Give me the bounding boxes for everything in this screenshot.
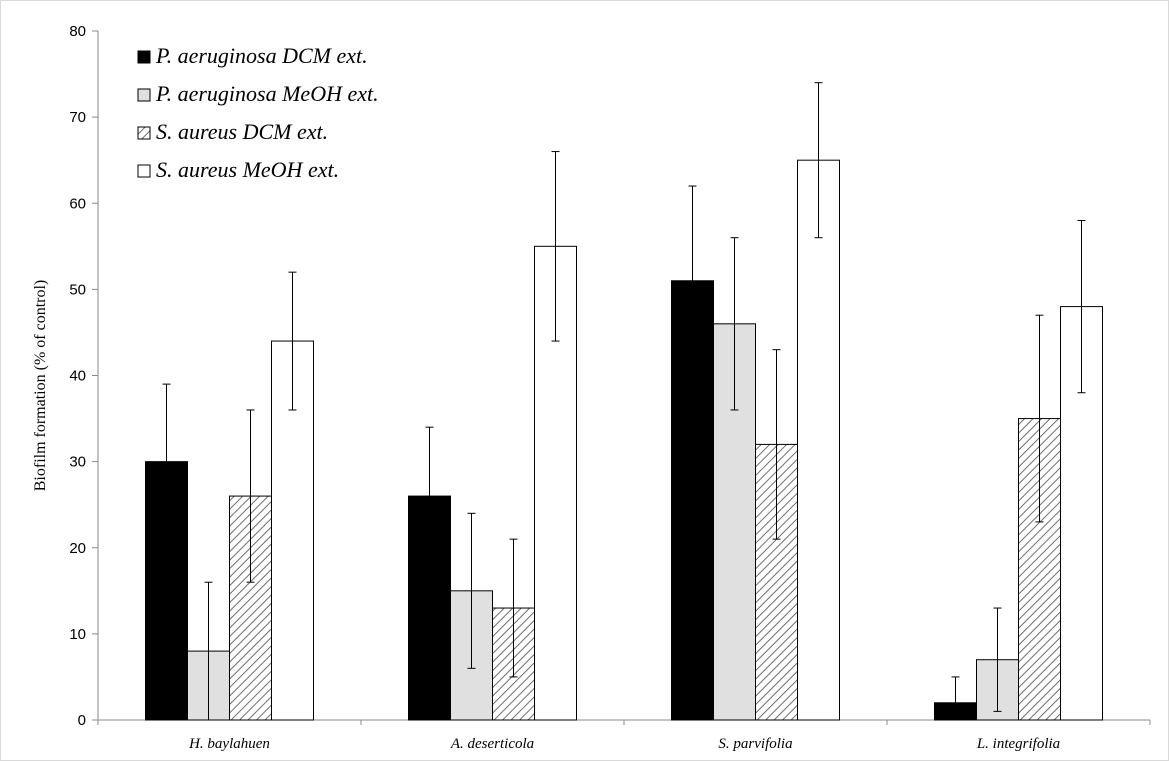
- y-tick-label: 80: [69, 23, 86, 40]
- x-category-label: L. integrifolia: [976, 736, 1060, 752]
- y-tick-label: 0: [78, 712, 86, 729]
- legend-label: P. aeruginosa MeOH ext.: [155, 81, 379, 106]
- legend: P. aeruginosa DCM ext. P. aeruginosa MeOH…: [137, 43, 379, 182]
- legend-swatch: [137, 88, 151, 102]
- legend-swatch: [137, 126, 151, 140]
- legend-swatch: [137, 50, 151, 64]
- y-tick-label: 60: [69, 195, 86, 212]
- y-tick-label: 10: [69, 626, 86, 643]
- y-tick-label: 50: [69, 281, 86, 298]
- y-tick-label: 30: [69, 454, 86, 471]
- y-tick-label: 40: [69, 368, 86, 385]
- x-category-label: S. parvifolia: [718, 736, 792, 752]
- error-bars: [162, 82, 1086, 721]
- legend-label: S. aureus MeOH ext.: [156, 157, 339, 182]
- y-tick-label: 20: [69, 540, 86, 557]
- legend-swatch: [137, 164, 151, 178]
- legend-label: S. aureus DCM ext.: [156, 119, 328, 144]
- bar: [797, 159, 840, 721]
- x-category-label: A. deserticola: [450, 736, 534, 752]
- y-tick-label: 70: [69, 109, 86, 126]
- legend-label: P. aeruginosa DCM ext.: [155, 43, 368, 68]
- x-category-label: H. baylahuen: [188, 736, 270, 752]
- y-axis-title: Biofilm formation (% of control): [32, 280, 49, 492]
